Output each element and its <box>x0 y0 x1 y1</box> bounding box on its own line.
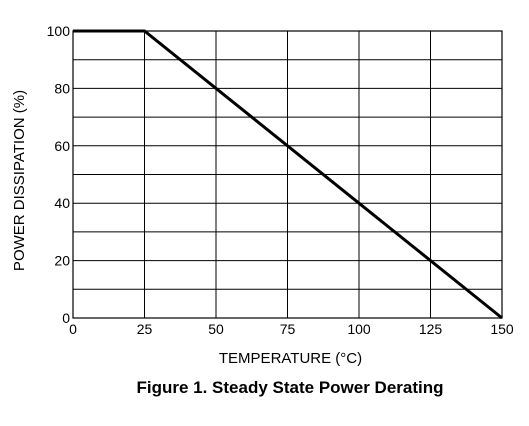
derating-line <box>73 29 503 320</box>
x-tick-labels: 0 25 50 75 100 125 150 <box>69 321 514 337</box>
x-tick-label: 150 <box>490 321 514 337</box>
figure-caption: Figure 1. Steady State Power Derating <box>136 378 443 397</box>
plot-frame <box>72 30 503 319</box>
grid-lines <box>72 30 503 319</box>
y-tick-labels: 0 20 40 60 80 100 <box>47 23 71 326</box>
x-tick-label: 125 <box>419 321 443 337</box>
y-tick-label: 20 <box>54 253 70 269</box>
x-axis-label: TEMPERATURE (°C) <box>219 350 362 367</box>
x-tick-label: 75 <box>280 321 296 337</box>
y-tick-label: 0 <box>62 310 70 326</box>
x-tick-label: 50 <box>208 321 224 337</box>
y-tick-label: 60 <box>54 138 70 154</box>
y-tick-label: 40 <box>54 195 70 211</box>
y-axis-label: POWER DISSIPATION (%) <box>11 90 28 271</box>
x-tick-label: 100 <box>347 321 371 337</box>
x-tick-label: 25 <box>137 321 153 337</box>
y-tick-label: 80 <box>54 80 70 96</box>
x-tick-label: 0 <box>69 321 77 337</box>
y-tick-label: 100 <box>47 23 71 39</box>
